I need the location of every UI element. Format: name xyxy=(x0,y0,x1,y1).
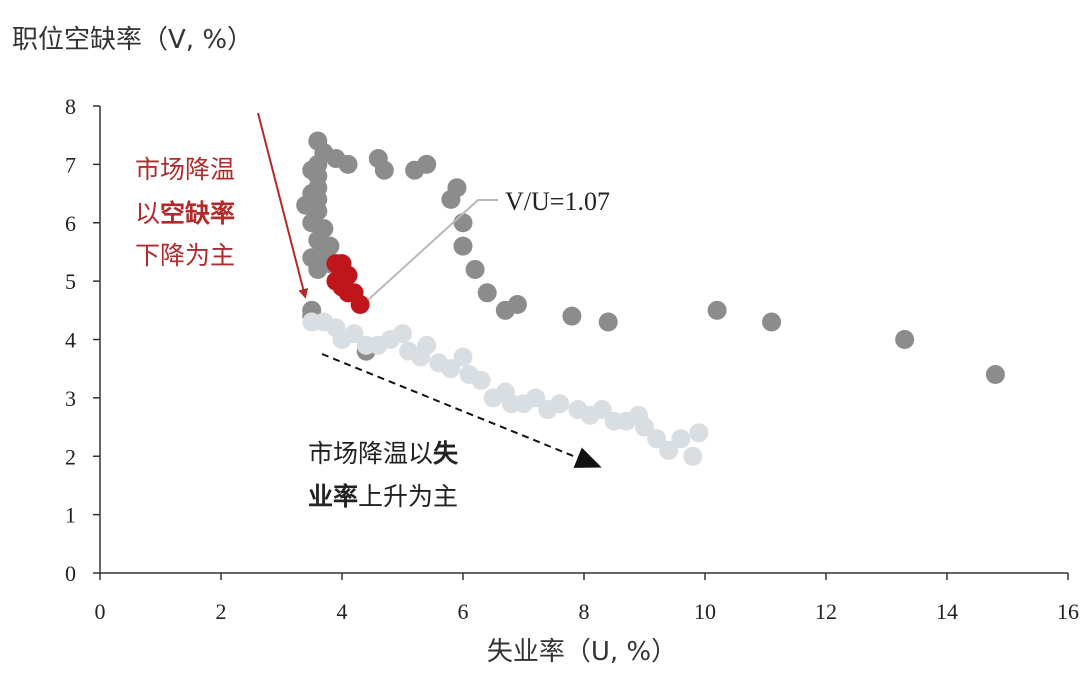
series-2 xyxy=(326,254,370,314)
data-point xyxy=(417,154,437,174)
data-point xyxy=(598,312,618,332)
y-axis-title: 职位空缺率（V, %） xyxy=(12,25,253,55)
red-annotation-line2-a: 以 xyxy=(135,199,160,228)
vu-label: V/U=1.07 xyxy=(505,187,610,216)
data-point xyxy=(374,160,394,180)
dark-annotation-line1: 市场降温以失 xyxy=(308,439,459,468)
y-tick-label: 3 xyxy=(65,386,76,411)
red-annotation-line2-b: 空缺率 xyxy=(160,199,235,228)
data-point xyxy=(344,324,364,344)
red-annotation-line1: 市场降温 xyxy=(135,155,235,184)
data-point xyxy=(683,446,703,466)
data-point xyxy=(441,189,461,209)
x-tick-label: 8 xyxy=(579,599,590,624)
data-point xyxy=(350,294,370,314)
y-tick-label: 5 xyxy=(65,269,76,294)
y-tick-label: 6 xyxy=(65,211,76,236)
x-tick-label: 6 xyxy=(458,599,469,624)
data-point xyxy=(453,236,473,256)
data-point xyxy=(453,213,473,233)
x-tick-label: 12 xyxy=(815,599,837,624)
dark-annotation-line2-a: 业率 xyxy=(308,482,358,511)
data-point xyxy=(762,312,782,332)
y-tick-label: 8 xyxy=(65,94,76,119)
data-point xyxy=(985,365,1005,385)
red-annotation-line3: 下降为主 xyxy=(135,241,235,270)
red-annotation-line2: 以空缺率 xyxy=(135,199,235,228)
data-point xyxy=(507,294,527,314)
data-point xyxy=(689,423,709,443)
dark-annotation-line2: 业率上升为主 xyxy=(308,482,458,511)
x-axis-title: 失业率（U, %） xyxy=(487,637,677,667)
data-point xyxy=(562,306,582,326)
data-point xyxy=(393,324,412,344)
data-point xyxy=(635,417,654,437)
data-point xyxy=(308,259,328,279)
data-points xyxy=(296,131,1005,466)
x-tick-label: 0 xyxy=(95,599,106,624)
y-tick-label: 4 xyxy=(65,328,76,353)
data-point xyxy=(707,300,727,320)
data-point xyxy=(477,283,497,303)
data-point xyxy=(417,335,437,355)
x-tick-label: 14 xyxy=(936,599,958,624)
data-point xyxy=(453,347,473,367)
data-point xyxy=(441,359,461,379)
series-0 xyxy=(296,131,1005,385)
dark-annotation-line1-b: 失 xyxy=(433,439,459,468)
data-point xyxy=(671,429,691,449)
annotations: 市场降温 以空缺率 下降为主 V/U=1.07 市场降温以失 业率上升为主 xyxy=(135,112,610,511)
data-point xyxy=(550,394,570,414)
data-point xyxy=(895,330,915,349)
data-point xyxy=(592,400,612,420)
dark-annotation-line2-b: 上升为主 xyxy=(358,482,458,511)
data-point xyxy=(647,429,667,449)
data-point xyxy=(471,370,491,390)
series-1 xyxy=(302,312,709,466)
dark-annotation-line1-a: 市场降温以 xyxy=(308,439,433,468)
y-tick-label: 7 xyxy=(65,152,76,177)
data-point xyxy=(465,259,485,279)
x-tick-label: 10 xyxy=(694,599,716,624)
x-tick-label: 2 xyxy=(216,599,227,624)
data-point xyxy=(338,154,358,174)
y-tick-label: 1 xyxy=(65,503,76,528)
x-tick-label: 4 xyxy=(337,599,348,624)
data-point xyxy=(526,388,546,408)
vu-leader-line xyxy=(367,199,498,301)
y-tick-label: 2 xyxy=(65,444,76,469)
dark-trend-arrow xyxy=(321,353,602,468)
y-tick-label: 0 xyxy=(65,561,76,586)
data-point xyxy=(659,440,679,460)
x-tick-label: 16 xyxy=(1057,599,1079,624)
red-trend-arrow xyxy=(257,112,309,299)
